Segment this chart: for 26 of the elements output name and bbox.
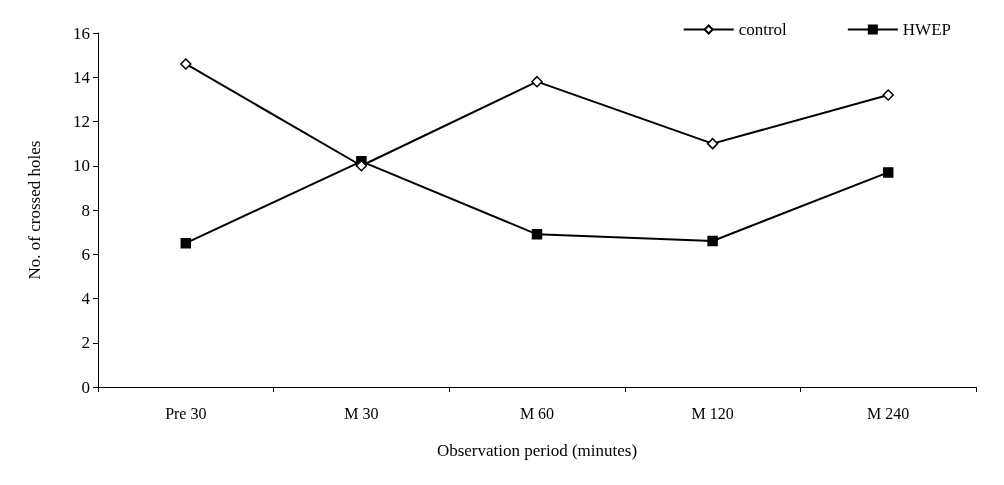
y-tick-label: 8	[81, 200, 90, 220]
point	[180, 58, 192, 70]
point	[706, 137, 719, 150]
point	[882, 89, 894, 101]
legend-label: HWEP	[902, 20, 952, 39]
x-tick-label: Pre 30	[165, 404, 207, 422]
x-axis-title: Observation period (minutes)	[436, 441, 638, 460]
x-tick-label: M 60	[519, 404, 555, 422]
point	[531, 75, 543, 88]
y-tick-label: 0	[81, 377, 90, 397]
y-tick-label: 2	[81, 333, 90, 353]
point	[531, 229, 543, 240]
legend-label: control	[738, 20, 788, 39]
y-tick-label: 6	[81, 244, 90, 264]
x-tick-label: M 240	[867, 404, 910, 422]
x-tick-label: M 120	[691, 404, 734, 422]
y-tick-label: 14	[73, 67, 91, 87]
x-tick-label: M 30	[344, 404, 379, 422]
y-tick-label: 10	[73, 156, 90, 176]
y-tick-label: 4	[81, 289, 91, 308]
point	[707, 235, 718, 247]
y-tick-label: 12	[73, 112, 90, 131]
point	[180, 237, 192, 249]
point	[882, 167, 894, 178]
y-tick-label: 16	[73, 23, 90, 43]
y-axis-title: No. of crossed holes	[25, 140, 44, 280]
